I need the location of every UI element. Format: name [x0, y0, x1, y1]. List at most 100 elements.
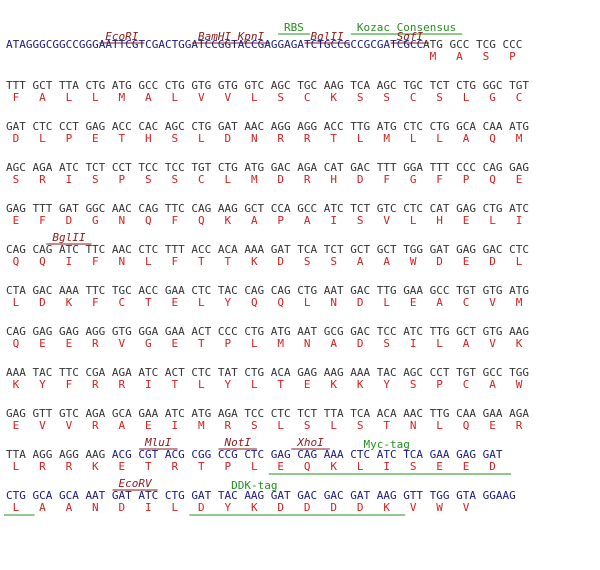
codon: CAG	[271, 284, 291, 297]
codon: ATC	[59, 243, 79, 256]
amino-acid: P	[119, 173, 126, 186]
amino-acid: E	[463, 460, 470, 473]
codon: GAT	[59, 202, 79, 215]
amino-acid: D	[357, 296, 364, 309]
amino-acid: D	[489, 460, 496, 473]
amino-acid: A	[383, 255, 390, 268]
amino-acid: M	[119, 91, 126, 104]
codon: TCC	[377, 325, 397, 338]
codon: GTC	[59, 407, 79, 420]
amino-acid: V	[463, 501, 470, 514]
codon: TCA	[350, 407, 370, 420]
codon: GAC	[297, 489, 317, 502]
codon: GCC	[430, 284, 450, 297]
amino-acid: F	[436, 173, 443, 186]
amino-acid: N	[251, 132, 258, 145]
amino-acid: I	[66, 173, 73, 186]
codon: GCA	[112, 407, 132, 420]
amino-acid: V	[383, 214, 390, 227]
codon: AGG	[271, 120, 291, 133]
codon: TCA	[403, 448, 423, 461]
amino-acid: F	[66, 378, 73, 391]
codon: CCT	[430, 366, 450, 379]
amino-acid: L	[251, 460, 258, 473]
codon: GAT	[112, 489, 132, 502]
amino-acid: E	[13, 214, 20, 227]
codon: CTC	[191, 284, 211, 297]
codon: CTG	[165, 79, 185, 92]
codon: AAT	[324, 284, 344, 297]
codon: ATG	[112, 79, 132, 92]
codon: TGT	[456, 366, 476, 379]
codon: GAA	[138, 407, 158, 420]
amino-acid: S	[92, 173, 99, 186]
amino-acid: L	[198, 132, 205, 145]
amino-acid: M	[516, 296, 523, 309]
amino-acid: N	[92, 501, 99, 514]
codon: GCT	[377, 243, 397, 256]
codon: GTC	[244, 79, 264, 92]
codon: GAC	[324, 489, 344, 502]
amino-acid: Q	[277, 296, 284, 309]
amino-acid: E	[172, 296, 179, 309]
amino-acid: C	[410, 91, 417, 104]
amino-acid: L	[489, 214, 496, 227]
amino-acid: T	[277, 378, 284, 391]
amino-acid: L	[410, 214, 417, 227]
amino-acid: M	[383, 132, 390, 145]
codon: GTG	[112, 325, 132, 338]
codon: GAG	[297, 366, 317, 379]
amino-acid: E	[463, 255, 470, 268]
amino-acid: P	[436, 378, 443, 391]
codon: CTA	[6, 284, 26, 297]
codon: AGG	[297, 120, 317, 133]
amino-acid: F	[92, 255, 99, 268]
site-label: EcoRV	[119, 477, 153, 490]
codon: TTC	[165, 202, 185, 215]
amino-acid: F	[172, 214, 179, 227]
codon: TGC	[403, 79, 423, 92]
codon: CTC	[509, 243, 529, 256]
amino-acid: T	[198, 255, 205, 268]
amino-acid: E	[436, 460, 443, 473]
codon: ATC	[138, 489, 158, 502]
codon: GAA	[430, 448, 450, 461]
amino-acid: F	[13, 91, 20, 104]
codon: GTC	[377, 202, 397, 215]
codon: ACT	[191, 325, 211, 338]
codon: TCT	[350, 202, 370, 215]
amino-acid: L	[357, 460, 364, 473]
codon: CAT	[324, 161, 344, 174]
codon: CTG	[430, 120, 450, 133]
amino-acid: C	[516, 91, 523, 104]
codon: GGA	[138, 325, 158, 338]
codon: ATG	[271, 325, 291, 338]
codon: TTA	[59, 79, 79, 92]
codon: GTT	[32, 407, 52, 420]
amino-acid: L	[357, 132, 364, 145]
codon: GAG	[456, 448, 476, 461]
amino-acid: K	[383, 501, 390, 514]
tag-label: DDK-tag	[231, 479, 277, 492]
codon: CAA	[456, 407, 476, 420]
amino-acid: W	[516, 378, 523, 391]
amino-acid: T	[145, 460, 152, 473]
codon: CAG	[483, 161, 503, 174]
amino-acid: E	[66, 337, 73, 350]
amino-acid: L	[13, 296, 20, 309]
codon: AGA	[509, 407, 529, 420]
codon: GCT	[32, 79, 52, 92]
codon: CAG	[244, 284, 264, 297]
codon: TGC	[297, 79, 317, 92]
codon: AAC	[112, 243, 132, 256]
codon: GAG	[85, 120, 105, 133]
amino-acid: Q	[463, 419, 470, 432]
codon: GAT	[218, 120, 238, 133]
codon: GAT	[430, 243, 450, 256]
amino-acid: S	[357, 91, 364, 104]
amino-acid: R	[304, 173, 311, 186]
codon: CAC	[138, 120, 158, 133]
codon: TCT	[85, 161, 105, 174]
codon: TCA	[350, 79, 370, 92]
codon: GGAAG	[483, 489, 516, 502]
